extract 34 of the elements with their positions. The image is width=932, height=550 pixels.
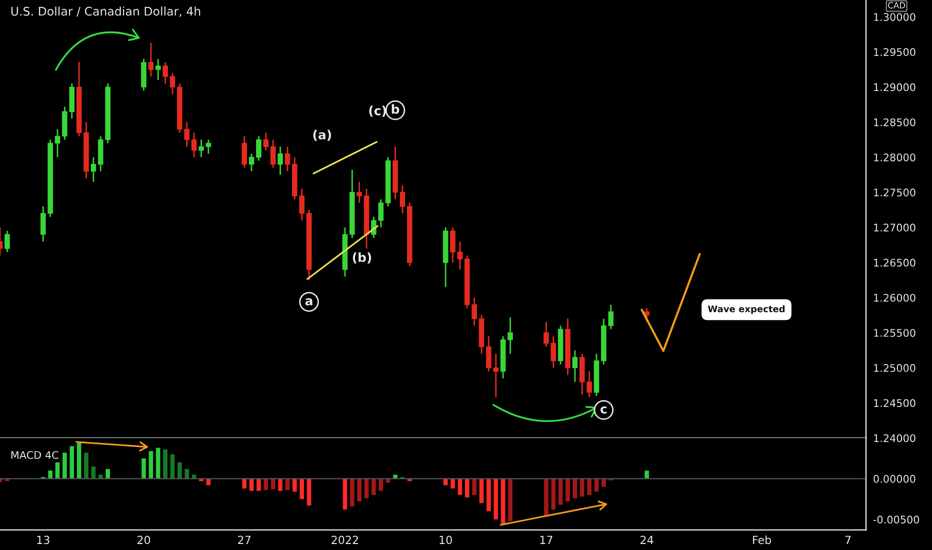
y-tick-label: 0.00000: [874, 474, 916, 483]
y-tick-label: 1.27000: [874, 224, 916, 232]
y-tick-label: 1.26500: [874, 258, 916, 267]
y-tick-label: 1.25000: [874, 364, 916, 372]
y-tick-label: 1.29500: [874, 48, 916, 56]
annotation: c: [600, 406, 607, 414]
y-tick-label: 1.30000: [874, 13, 916, 21]
x-tick-label: 20: [137, 536, 150, 544]
x-tick-label: 7: [845, 536, 851, 544]
annotation: (a): [313, 130, 332, 141]
y-tick-label: 1.27500: [874, 188, 916, 196]
annotation: a: [305, 298, 312, 306]
y-tick-label: 1.24000: [874, 434, 916, 442]
y-tick-label: 1.28500: [874, 118, 916, 126]
chart-title: U.S. Dollar / Canadian Dollar, 4h: [11, 6, 200, 17]
y-tick-label: 1.24500: [874, 399, 916, 408]
x-tick-label: 2022: [332, 536, 358, 544]
y-tick-label: 1.28000: [874, 153, 916, 162]
x-tick-label: Feb: [753, 536, 772, 544]
x-tick-label: 24: [640, 536, 654, 544]
annotation: (b): [352, 252, 372, 264]
y-tick-label: 1.26000: [874, 294, 916, 302]
x-tick-label: 13: [37, 536, 50, 544]
y-tick-label: 1.25500: [874, 328, 916, 337]
x-tick-label: 17: [540, 536, 552, 544]
text: CAD: [888, 2, 906, 8]
x-tick-label: 27: [238, 536, 250, 544]
y-tick-label: -0.00500: [873, 516, 920, 524]
y-tick-label: 1.29000: [874, 83, 916, 92]
annotation: MACD 4C: [11, 451, 58, 459]
annotation: b: [392, 104, 400, 114]
x-tick-label: 10: [440, 536, 452, 544]
annotation: (c): [369, 106, 386, 117]
annotation: Wave expected: [708, 305, 785, 314]
